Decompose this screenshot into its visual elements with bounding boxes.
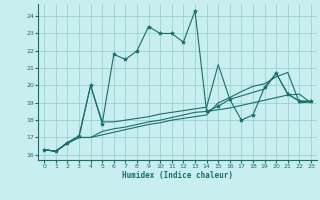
X-axis label: Humidex (Indice chaleur): Humidex (Indice chaleur) <box>122 171 233 180</box>
